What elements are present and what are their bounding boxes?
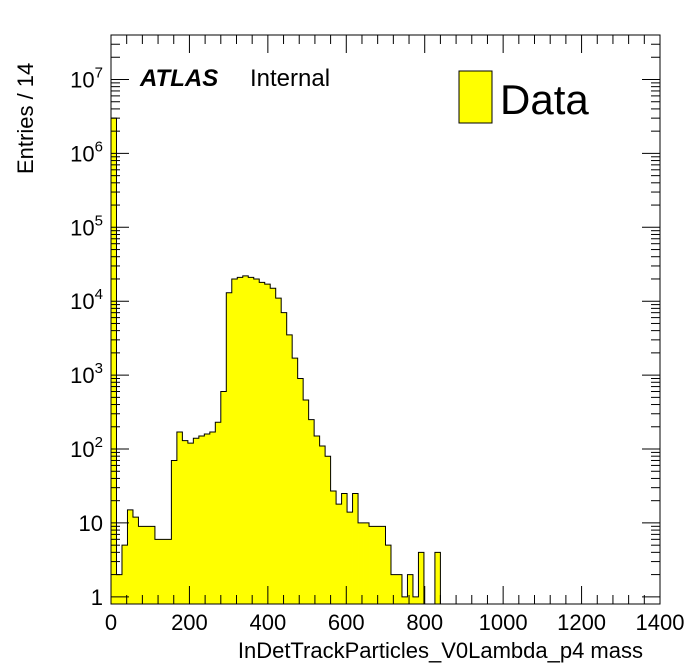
histogram-bin bbox=[385, 545, 392, 604]
histogram-bin bbox=[418, 552, 425, 604]
histogram-bin bbox=[369, 526, 375, 604]
histogram-bin bbox=[154, 539, 161, 604]
y-tick-label: 106 bbox=[70, 138, 103, 166]
x-tick-label: 1400 bbox=[636, 610, 685, 635]
histogram-bin bbox=[347, 512, 353, 604]
x-axis-title: InDetTrackParticles_V0Lambda_p4 mass bbox=[238, 638, 643, 663]
histogram-bin bbox=[319, 445, 326, 604]
histogram-bin bbox=[171, 460, 178, 604]
tick-labels: 0 200 400 600 800 1000 1200 1400 1 10 102 103 104 105… bbox=[70, 64, 684, 635]
y-tick-label: 103 bbox=[70, 360, 103, 388]
histogram-bin bbox=[121, 545, 128, 604]
x-tick-label: 600 bbox=[328, 610, 365, 635]
x-tick-label: 400 bbox=[249, 610, 286, 635]
histogram-bin bbox=[182, 440, 189, 604]
histogram-bin bbox=[116, 574, 123, 604]
histogram-bin bbox=[286, 334, 293, 604]
axes bbox=[110, 34, 661, 605]
legend-label-data: Data bbox=[500, 76, 589, 123]
histogram-bin bbox=[204, 433, 211, 604]
histogram-bin bbox=[412, 596, 419, 604]
legend-swatch-data bbox=[458, 70, 493, 124]
histogram-bin bbox=[149, 526, 156, 604]
histogram-bin bbox=[165, 539, 172, 604]
histogram-bin bbox=[127, 509, 134, 604]
histogram-bin bbox=[336, 504, 342, 604]
histogram-bin bbox=[264, 284, 271, 604]
histogram-bin bbox=[226, 292, 233, 604]
y-axis-title: Entries / 14 bbox=[13, 63, 38, 174]
histogram-bin bbox=[330, 491, 337, 604]
histogram-bin bbox=[308, 419, 315, 604]
histogram-bin bbox=[143, 526, 150, 604]
y-tick-label: 105 bbox=[70, 212, 103, 240]
histogram-bin bbox=[237, 277, 244, 604]
histogram-bin bbox=[187, 443, 194, 604]
y-tick-label: 104 bbox=[70, 286, 103, 314]
histogram-bin bbox=[160, 539, 167, 604]
y-tick-label: 10 bbox=[79, 511, 103, 536]
histogram-bin bbox=[303, 400, 310, 604]
histogram-bars bbox=[110, 117, 660, 605]
histogram-bin bbox=[407, 574, 414, 604]
histogram-bin bbox=[275, 298, 282, 604]
histogram-bin bbox=[231, 278, 238, 604]
histogram-bin bbox=[341, 493, 348, 604]
x-tick-label: 800 bbox=[406, 610, 443, 635]
histogram-bin bbox=[374, 526, 381, 604]
x-tick-label: 0 bbox=[105, 610, 117, 635]
histogram-bin bbox=[138, 526, 145, 604]
histogram-bin bbox=[390, 574, 397, 604]
histogram-bin bbox=[248, 277, 255, 604]
y-tick-label: 102 bbox=[70, 434, 103, 462]
histogram-bin bbox=[198, 436, 205, 604]
y-tick-label: 1 bbox=[91, 585, 103, 610]
histogram-bin bbox=[401, 596, 408, 604]
histogram-bin bbox=[176, 431, 183, 604]
plot-frame bbox=[110, 34, 661, 605]
legend: Data bbox=[458, 70, 589, 124]
histogram-bin bbox=[363, 522, 370, 604]
histogram-bin bbox=[132, 517, 139, 604]
histogram-bin bbox=[281, 312, 288, 604]
histogram-bin bbox=[396, 574, 403, 604]
histogram-bin bbox=[209, 431, 216, 604]
atlas-label: ATLAS bbox=[139, 65, 218, 92]
histogram-bin bbox=[253, 278, 260, 604]
histogram-bin bbox=[358, 522, 364, 604]
histogram-bin bbox=[220, 391, 227, 604]
histogram-bin bbox=[259, 282, 266, 604]
histogram-bin bbox=[352, 493, 359, 604]
x-tick-label: 200 bbox=[171, 610, 208, 635]
histogram-bin bbox=[292, 358, 299, 604]
histogram-bin bbox=[111, 118, 117, 604]
internal-label: Internal bbox=[250, 65, 330, 92]
x-tick-label: 1000 bbox=[479, 610, 528, 635]
histogram-bin bbox=[215, 422, 222, 604]
histogram-bin bbox=[314, 436, 321, 604]
y-tick-label: 107 bbox=[70, 64, 103, 92]
histogram-bin bbox=[193, 438, 200, 604]
histogram-bin bbox=[297, 378, 304, 604]
histogram-bin bbox=[434, 552, 441, 604]
histogram-bin bbox=[242, 275, 249, 604]
x-tick-label: 1200 bbox=[557, 610, 606, 635]
histogram-bin bbox=[380, 526, 386, 604]
histogram-bin bbox=[325, 456, 331, 604]
histogram-bin bbox=[270, 288, 277, 604]
